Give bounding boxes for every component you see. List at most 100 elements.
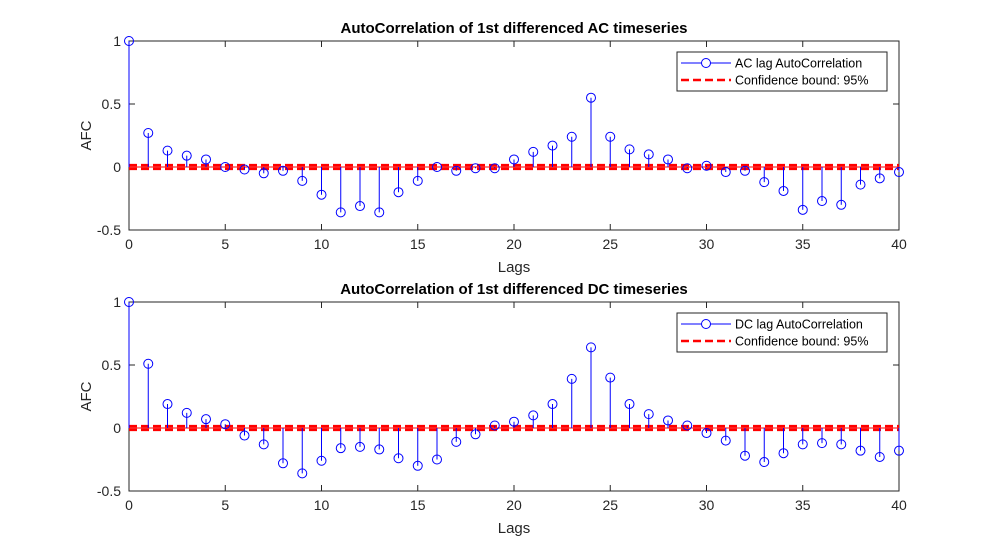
legend-series-label: AC lag AutoCorrelation [735, 57, 862, 71]
x-tick-label: 5 [221, 236, 229, 252]
y-tick-label: -0.5 [97, 483, 121, 499]
legend-series-marker [701, 319, 711, 329]
stem-marker [201, 414, 211, 425]
y-axis-label: AFC [78, 381, 95, 411]
stem-marker [335, 443, 346, 454]
x-tick-label: 35 [795, 497, 811, 513]
stem-marker [162, 145, 173, 156]
x-tick-label: 40 [891, 236, 907, 252]
stem-marker [778, 185, 789, 196]
stem-marker [720, 167, 731, 178]
stem-marker [759, 177, 770, 188]
stem-marker [720, 435, 731, 446]
stem-marker [220, 162, 231, 172]
stem-marker [509, 154, 519, 165]
x-tick-label: 15 [410, 497, 426, 513]
stem-marker [547, 399, 558, 410]
stem-marker [586, 342, 596, 353]
stem-marker [124, 297, 134, 307]
stem-marker [393, 453, 404, 464]
stem-marker [624, 144, 635, 155]
legend-box [676, 312, 888, 353]
legend: AC lag AutoCorrelation Confidence bound: … [676, 51, 888, 92]
stem-marker [258, 168, 269, 179]
y-tick-label: 0 [113, 159, 121, 175]
legend-confidence-label: Confidence bound: 95% [735, 74, 868, 88]
stem-marker [393, 187, 404, 198]
stem-marker [701, 160, 712, 171]
x-tick-label: 20 [506, 236, 522, 252]
legend-series-marker [701, 58, 711, 68]
stem-marker [143, 358, 154, 369]
y-tick-label: -0.5 [97, 222, 121, 238]
stem-marker [605, 372, 616, 383]
stem-marker [624, 399, 635, 410]
stem-marker [278, 458, 288, 469]
stem-marker [201, 154, 211, 165]
subplot-2: 0 5 10 15 20 25 30 35 40-0.500.51AutoCorrelation… [78, 281, 907, 537]
stem-marker [297, 175, 308, 186]
stem-marker [489, 163, 500, 174]
x-tick-label: 40 [891, 497, 907, 513]
stem-marker [432, 454, 442, 465]
stem-marker [855, 179, 866, 190]
stem-marker [817, 196, 827, 207]
stem-marker [258, 439, 269, 450]
stem-marker [181, 150, 192, 161]
stem-marker [894, 445, 904, 456]
x-tick-label: 30 [699, 236, 715, 252]
stem-marker [682, 420, 693, 431]
legend: DC lag AutoCorrelation Confidence bound: … [676, 312, 888, 353]
stem-marker [528, 146, 539, 157]
y-axis-label: AFC [78, 120, 95, 150]
y-tick-label: 0 [113, 420, 121, 436]
stem-marker [855, 445, 866, 456]
stem-marker [817, 438, 827, 449]
stem-marker [355, 441, 365, 452]
x-tick-label: 0 [125, 236, 133, 252]
stem-marker [143, 127, 154, 138]
stem-marker [374, 444, 385, 455]
stem-marker [586, 92, 596, 103]
stem-marker [759, 457, 770, 468]
y-tick-label: 1 [113, 294, 121, 310]
x-tick-label: 25 [602, 497, 618, 513]
stem-marker [470, 163, 481, 174]
stem-marker [432, 162, 442, 172]
stem-marker [547, 140, 558, 151]
x-tick-label: 0 [125, 497, 133, 513]
stem-marker [566, 131, 577, 142]
stem-marker [162, 399, 173, 410]
x-tick-label: 25 [602, 236, 618, 252]
y-tick-label: 0.5 [102, 357, 122, 373]
y-tick-label: 0.5 [102, 96, 122, 112]
y-tick-label: 1 [113, 33, 121, 49]
stem-marker [489, 420, 500, 431]
stem-marker [355, 201, 365, 212]
stem-marker [528, 410, 539, 421]
x-tick-label: 15 [410, 236, 426, 252]
stem-marker [874, 173, 885, 184]
stem-marker [682, 163, 693, 174]
x-tick-label: 35 [795, 236, 811, 252]
stem-marker [374, 207, 385, 218]
x-axis-label: Lags [498, 520, 531, 537]
stem-marker [278, 165, 288, 176]
stem-marker [181, 407, 192, 418]
legend-confidence-label: Confidence bound: 95% [735, 335, 868, 349]
stem-marker [797, 204, 808, 215]
stem-marker [124, 36, 134, 46]
x-axis-label: Lags [498, 259, 531, 276]
stem-marker [797, 439, 808, 450]
subplot-1: 0 5 10 15 20 25 30 35 40-0.500.51AutoCorrelation… [78, 20, 907, 276]
stem-marker [701, 428, 712, 439]
stem-marker [451, 165, 462, 176]
legend-series-label: DC lag AutoCorrelation [735, 318, 863, 332]
stem-marker [874, 451, 885, 462]
x-tick-label: 10 [314, 497, 330, 513]
stem-marker [316, 189, 327, 200]
stem-marker [894, 167, 904, 178]
stem-marker [239, 164, 250, 175]
stem-marker [836, 439, 847, 450]
